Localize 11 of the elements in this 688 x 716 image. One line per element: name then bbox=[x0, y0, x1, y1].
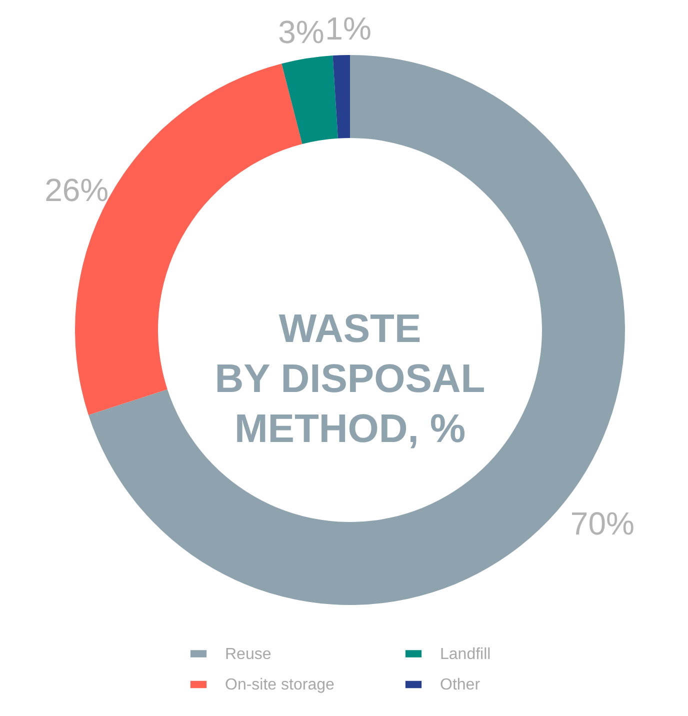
donut-slice bbox=[332, 55, 350, 138]
data-label: 3% bbox=[278, 14, 324, 50]
legend-label: Reuse bbox=[225, 646, 272, 663]
legend-label: Landfill bbox=[440, 646, 491, 663]
data-label: 1% bbox=[325, 10, 372, 46]
text: WASTE BY DISPOSAL METHOD, % bbox=[214, 307, 486, 451]
donut-slice bbox=[282, 56, 338, 144]
data-label: 70% bbox=[570, 506, 634, 542]
legend-label: On-site storage bbox=[225, 676, 334, 694]
legend-label: Other bbox=[440, 676, 481, 694]
data-label: 26% bbox=[44, 172, 109, 208]
